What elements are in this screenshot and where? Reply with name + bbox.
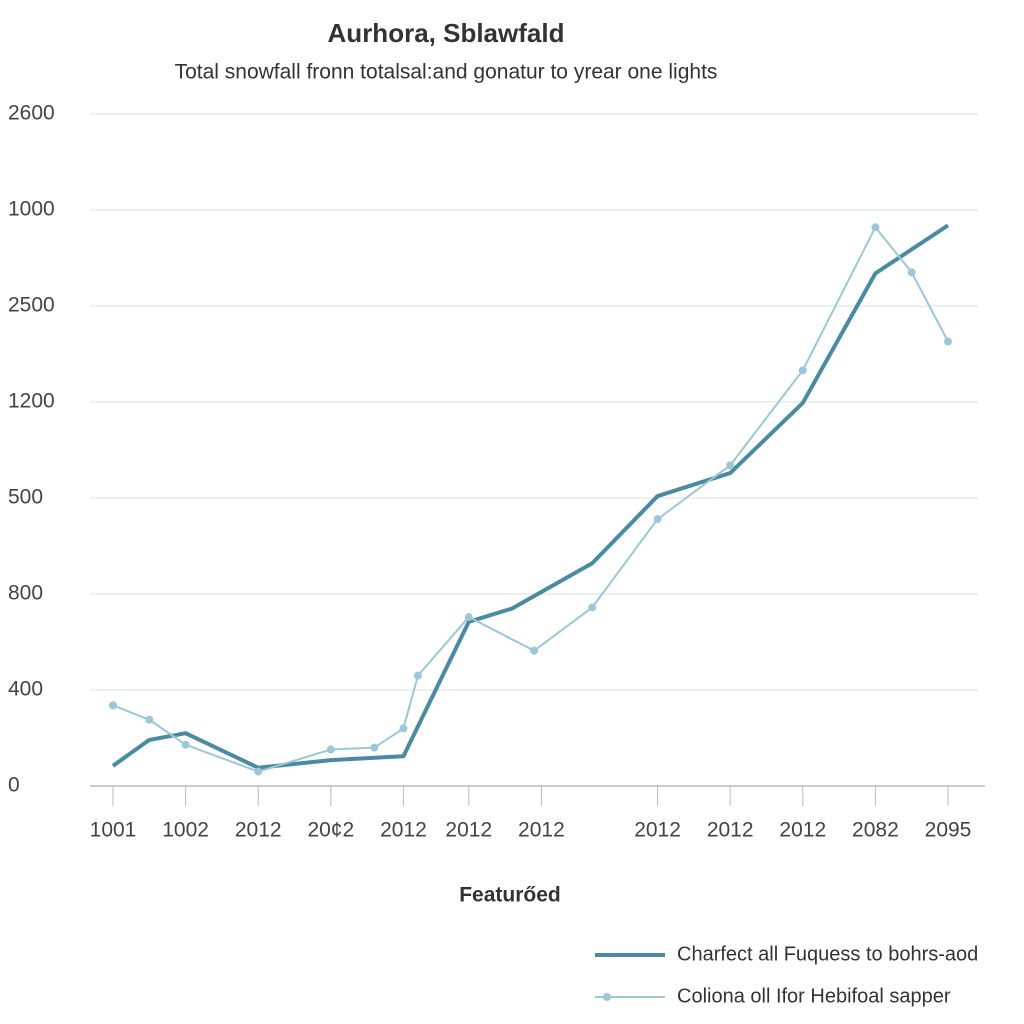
y-tick-label: 1200 [8,390,55,413]
x-tick-label: 2012 [518,819,565,842]
x-tick-label: 2012 [445,819,492,842]
data-point [464,613,473,622]
data-point [413,671,422,680]
data-point [530,646,539,655]
x-tick-label: 20¢2 [307,819,354,842]
data-point [145,715,154,724]
x-tick-label: 2012 [235,819,282,842]
data-point [588,603,597,612]
data-point [399,724,408,733]
y-tick-label: 2600 [8,102,55,125]
y-tick-label: 1000 [8,198,55,221]
data-point [109,701,117,710]
data-point [254,767,263,776]
y-tick-label: 500 [8,486,43,509]
x-tick-label: 2012 [707,819,754,842]
x-tick-label: 2095 [925,819,972,842]
x-tick-label: 2012 [779,819,826,842]
x-tick-label: 2012 [380,819,427,842]
series-line [111,223,950,770]
data-point [370,743,379,752]
data-point [653,515,662,524]
data-point [181,740,190,749]
data-point [944,337,952,346]
x-tick-label: 2012 [634,819,681,842]
data-point [907,268,916,277]
x-tick-label: 1002 [162,819,209,842]
data-point [326,745,335,754]
x-tick-label: 1001 [90,819,137,842]
data-point [726,461,735,470]
chart-title: Aurhora, Sblawfald [328,18,565,48]
y-tick-label: 0 [8,774,20,797]
data-point [798,366,807,375]
y-tick-label: 800 [8,582,43,605]
chart-subtitle: Total snowfall fronn totalsal:and gonatu… [175,61,718,84]
legend-label: Charfect all Fuquess to bohrs-aod [677,943,978,965]
x-axis-label: Featurőed [459,884,561,907]
legend-marker [603,993,611,1001]
y-tick-label: 2500 [8,294,55,317]
legend-label: Coliona oll Ifor Hebifoal sapper [677,985,951,1007]
x-tick-label: 2082 [852,819,899,842]
y-tick-label: 400 [8,678,43,701]
data-point [871,223,880,232]
